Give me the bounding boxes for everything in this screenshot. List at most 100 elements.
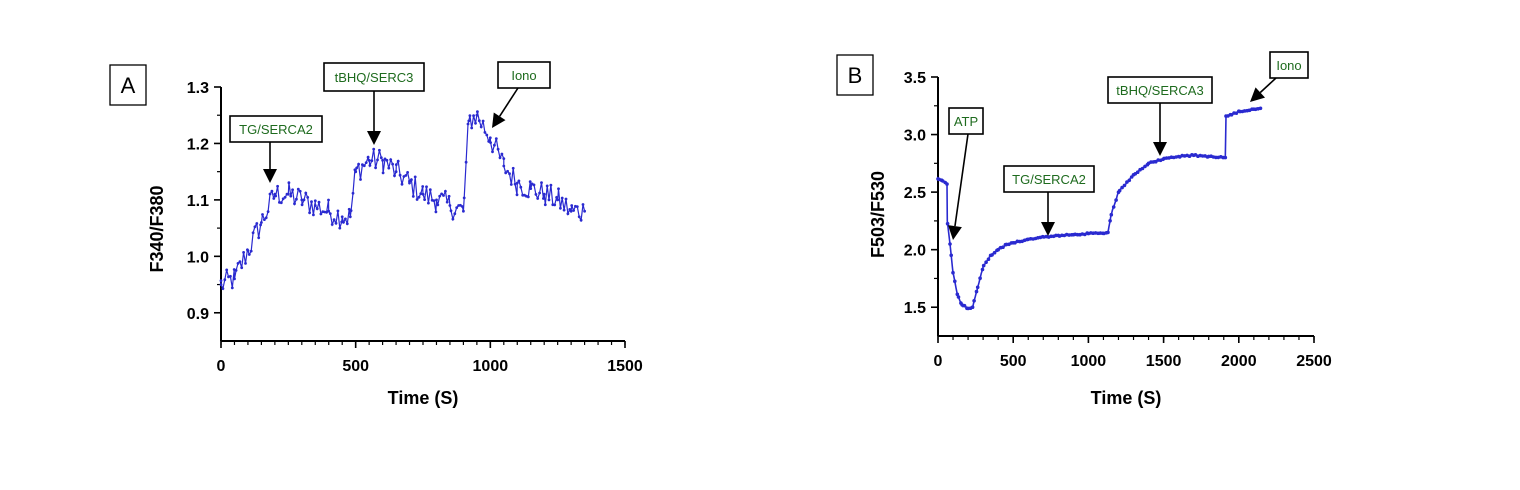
data-point: [244, 262, 247, 265]
data-point: [298, 189, 302, 193]
data-point: [540, 181, 543, 185]
data-point: [435, 198, 438, 202]
annotation-box: [1107, 76, 1213, 104]
data-point: [1117, 188, 1122, 193]
data-point: [532, 183, 536, 187]
data-point: [432, 199, 436, 203]
data-point: [425, 185, 428, 189]
y-tick-label: 1.3: [187, 80, 209, 97]
data-point: [330, 223, 334, 226]
data-point: [263, 218, 266, 222]
data-point: [468, 114, 472, 117]
data-point: [483, 131, 487, 134]
data-point: [559, 206, 562, 210]
annotation-arrow-head: [948, 225, 962, 240]
data-point: [421, 185, 425, 188]
data-point: [332, 218, 336, 222]
data-point: [423, 198, 426, 202]
data-point: [1114, 198, 1118, 202]
data-point: [542, 192, 546, 196]
data-point: [342, 220, 345, 224]
data-point: [494, 137, 498, 141]
data-point: [508, 172, 511, 176]
data-point: [575, 205, 579, 209]
data-point: [364, 161, 368, 165]
data-point: [436, 203, 440, 207]
data-point: [219, 283, 223, 286]
data-point: [283, 195, 287, 199]
data-point: [545, 184, 549, 188]
annotation: tBHQ/SERCA3: [1107, 76, 1213, 156]
data-point: [240, 266, 244, 270]
data-point: [362, 164, 366, 168]
data-point: [306, 196, 310, 199]
data-point: [327, 198, 330, 202]
data-point: [411, 195, 415, 198]
data-point: [519, 185, 523, 189]
data-point: [493, 143, 496, 147]
data-point: [948, 242, 952, 246]
data-point: [274, 194, 278, 198]
annotation-arrow-head: [367, 131, 381, 145]
data-point: [464, 160, 468, 164]
data-point: [1258, 106, 1263, 111]
data-point: [287, 181, 291, 185]
data-point: [1111, 205, 1116, 209]
data-point: [448, 204, 452, 207]
x-axis-title: Time (S): [1091, 388, 1162, 408]
data-point: [466, 122, 470, 126]
annotation-box: [1003, 165, 1095, 193]
panel-label: A: [121, 73, 136, 98]
data-point: [319, 212, 323, 216]
data-point: [579, 218, 583, 222]
data-point: [293, 202, 296, 206]
data-point: [945, 182, 949, 186]
data-point: [221, 287, 225, 290]
data-point: [1109, 212, 1114, 217]
x-tick-label: 1000: [473, 358, 509, 375]
x-tick-label: 0: [934, 353, 943, 370]
data-point: [238, 260, 242, 264]
data-point: [253, 225, 257, 229]
data-point: [986, 257, 991, 262]
data-point: [255, 222, 259, 225]
annotation: Iono: [492, 61, 551, 128]
data-point: [951, 270, 955, 275]
x-tick-label: 2000: [1221, 353, 1257, 370]
data-point: [581, 203, 585, 206]
data-point: [956, 295, 961, 299]
data-point: [949, 253, 953, 258]
data-point: [556, 198, 560, 202]
data-point: [354, 170, 358, 174]
chart-panel-B: B 0 500 1000 1500 2000 2500 1.5 2.0 2.5 3.0 3.5 Time…: [836, 51, 1332, 408]
data-point: [289, 194, 293, 198]
x-tick-label: 1000: [1071, 353, 1107, 370]
data-point: [547, 198, 551, 202]
data-point: [247, 253, 251, 256]
data-point: [370, 159, 374, 163]
data-point: [475, 113, 479, 117]
data-point: [528, 180, 532, 184]
data-point: [246, 249, 250, 253]
data-point: [406, 171, 409, 174]
data-point: [304, 191, 308, 195]
data-point: [1127, 178, 1132, 183]
panel-label: B: [848, 63, 863, 88]
data-point: [1223, 155, 1228, 160]
data-point: [300, 198, 304, 202]
data-point: [577, 215, 581, 219]
y-tick-label: 1.2: [187, 136, 209, 153]
data-point: [233, 277, 236, 281]
data-point: [260, 221, 263, 224]
data-point: [336, 209, 340, 213]
data-point: [515, 181, 519, 185]
x-tick-label: 2500: [1296, 353, 1332, 370]
data-point: [491, 150, 494, 154]
data-point: [400, 182, 404, 186]
data-point: [462, 209, 465, 213]
data-point: [393, 174, 396, 178]
data-point: [327, 209, 331, 213]
data-point: [500, 152, 504, 156]
data-point: [538, 191, 541, 195]
data-point: [281, 197, 285, 201]
